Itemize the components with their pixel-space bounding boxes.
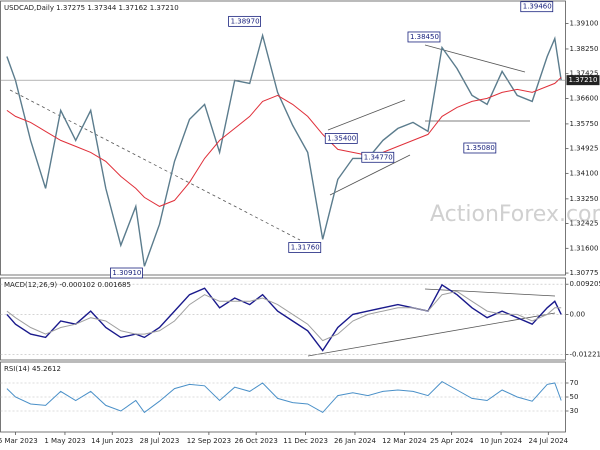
trend-line	[329, 154, 411, 196]
x-tick-label: 12 Mar 2024	[382, 437, 427, 445]
annotation-box	[520, 1, 554, 13]
annotation-label: 1.35080	[466, 144, 495, 152]
last-price-box	[566, 75, 600, 86]
annotation-box	[324, 133, 358, 144]
y-tick-label: -0.012216	[570, 350, 600, 358]
series-line	[6, 77, 562, 207]
y-tick-label: 1.38250	[570, 45, 599, 53]
trend-line	[9, 89, 301, 241]
annotation-label: 1.39460	[523, 3, 552, 11]
y-tick-label: 1.31600	[570, 244, 599, 252]
annotation-label: 1.38450	[410, 33, 439, 41]
macd-panel	[0, 277, 566, 361]
y-tick-label: 1.33250	[570, 195, 599, 203]
x-tick-label: 26 Oct 2023	[235, 437, 278, 445]
panel-title: RSI(14) 45.2612	[4, 365, 61, 373]
trend-line	[327, 99, 406, 131]
y-tick-label: 70	[570, 379, 579, 387]
y-tick-label: 1.36600	[570, 94, 599, 102]
trend-line	[307, 312, 556, 357]
watermark: ActionForex.com	[430, 202, 600, 227]
y-tick-label: 1.39100	[570, 19, 599, 27]
annotation-label: 1.31760	[291, 244, 320, 252]
y-tick-label: 1.30775	[570, 269, 599, 277]
y-tick-label: 1.34925	[570, 145, 599, 153]
x-tick-label: 10 Jun 2024	[480, 437, 523, 445]
annotation-label: 1.38970	[231, 17, 260, 25]
y-tick-label: 0.00	[570, 310, 586, 318]
annotation-box	[288, 242, 322, 253]
annotation-box	[463, 142, 497, 154]
x-tick-label: 1 May 2023	[44, 437, 85, 445]
x-tick-label: 26 Jan 2024	[334, 437, 377, 445]
y-tick-label: 1.37425	[570, 70, 599, 78]
x-tick-label: 11 Dec 2023	[283, 437, 328, 445]
annotation-box	[407, 31, 441, 43]
annotation-box	[361, 151, 395, 163]
x-tick-label: 25 Apr 2024	[430, 437, 474, 445]
last-price-label: 1.37210	[569, 76, 598, 84]
trend-line	[424, 288, 556, 297]
y-tick-label: 50	[570, 393, 579, 401]
annotation-label: 1.30910	[112, 269, 141, 277]
y-tick-label: 1.32425	[570, 220, 599, 228]
price-panel	[0, 0, 566, 276]
x-tick-label: 14 Jun 2023	[91, 437, 133, 445]
x-tick-label: 28 Jul 2023	[140, 437, 180, 445]
x-tick-label: 12 Sep 2023	[187, 437, 231, 445]
panel-title: MACD(12,26,9) -0.000102 0.001685	[4, 281, 131, 289]
panel-title: USDCAD,Daily 1.37275 1.37344 1.37162 1.3…	[4, 4, 179, 12]
y-tick-label: 1.34100	[570, 169, 599, 177]
series-line	[6, 290, 562, 342]
trend-lines	[9, 44, 556, 357]
y-tick-label: 30	[570, 407, 579, 415]
y-tick-label: 1.35750	[570, 120, 599, 128]
annotation-box	[228, 15, 261, 27]
annotation-label: 1.35400	[327, 134, 356, 142]
x-tick-label: 16 Mar 2023	[0, 437, 38, 445]
series-line	[6, 380, 562, 414]
x-tick-label: 24 Jul 2024	[529, 437, 569, 445]
annotation-label: 1.34770	[364, 153, 393, 161]
annotation-box	[110, 267, 143, 279]
y-tick-label: 0.009205	[570, 280, 600, 288]
